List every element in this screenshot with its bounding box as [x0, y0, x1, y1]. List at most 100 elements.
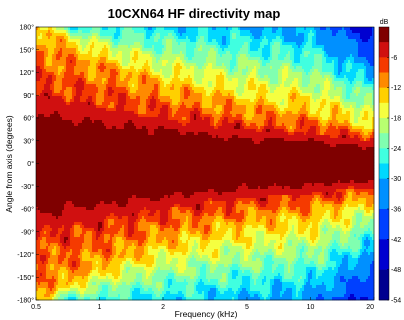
heatmap-cell [48, 240, 50, 243]
heatmap-cell [114, 282, 116, 285]
heatmap-cell [110, 87, 112, 90]
heatmap-cell [78, 258, 80, 261]
heatmap-cell [136, 72, 138, 75]
heatmap-cell [64, 54, 66, 57]
heatmap-cell [84, 294, 86, 297]
heatmap-cell [114, 132, 116, 135]
heatmap-cell [44, 99, 46, 102]
heatmap-cell [96, 99, 98, 102]
heatmap-cell [86, 255, 88, 258]
heatmap-cell [48, 153, 50, 156]
heatmap-cell [86, 84, 88, 87]
heatmap-cell [58, 225, 60, 228]
heatmap-cell [120, 246, 122, 249]
heatmap-cell [116, 36, 118, 39]
heatmap-cell [108, 228, 110, 231]
heatmap-cell [42, 264, 44, 267]
heatmap-cell [50, 105, 52, 108]
heatmap-cell [130, 102, 132, 105]
heatmap-cell [130, 225, 132, 228]
heatmap-cell [130, 264, 132, 267]
heatmap-cell [90, 165, 92, 168]
heatmap-cell [124, 48, 126, 51]
heatmap-cell [70, 132, 72, 135]
heatmap-cell [120, 222, 122, 225]
heatmap-cell [130, 231, 132, 234]
heatmap-cell [88, 216, 90, 219]
heatmap-cell [92, 111, 94, 114]
heatmap-cell [52, 276, 54, 279]
heatmap-cell [46, 66, 48, 69]
heatmap-cell [138, 144, 140, 147]
heatmap-cell [140, 201, 142, 204]
heatmap-cell [134, 285, 136, 288]
heatmap-cell [58, 111, 60, 114]
heatmap-cell [122, 267, 124, 270]
heatmap-cell [68, 237, 70, 240]
heatmap-cell [50, 270, 52, 273]
heatmap-cell [106, 282, 108, 285]
heatmap-cell [124, 147, 126, 150]
heatmap-cell [58, 216, 60, 219]
heatmap-cell [94, 162, 96, 165]
heatmap-cell [96, 60, 98, 63]
heatmap-cell [40, 120, 42, 123]
heatmap-cell [136, 174, 138, 177]
heatmap-cell [70, 225, 72, 228]
heatmap-cell [64, 81, 66, 84]
heatmap-cell [94, 288, 96, 291]
heatmap-cell [102, 279, 104, 282]
heatmap-cell [56, 246, 58, 249]
heatmap-cell [100, 240, 102, 243]
heatmap-cell [56, 282, 58, 285]
heatmap-cell [52, 231, 54, 234]
heatmap-cell [40, 108, 42, 111]
heatmap-cell [46, 210, 48, 213]
heatmap-cell [82, 198, 84, 201]
heatmap-cell [58, 201, 60, 204]
heatmap-cell [94, 105, 96, 108]
heatmap-cell [102, 99, 104, 102]
heatmap-cell [86, 270, 88, 273]
heatmap-cell [86, 240, 88, 243]
heatmap-cell [52, 240, 54, 243]
heatmap-cell [144, 231, 146, 234]
heatmap-cell [46, 177, 48, 180]
heatmap-cell [96, 66, 98, 69]
heatmap-cell [112, 96, 114, 99]
heatmap-cell [56, 186, 58, 189]
heatmap-cell [80, 138, 82, 141]
heatmap-cell [66, 246, 68, 249]
heatmap-cell [138, 249, 140, 252]
heatmap-cell [140, 162, 142, 165]
heatmap-cell [120, 237, 122, 240]
heatmap-cell [116, 183, 118, 186]
heatmap-cell [116, 261, 118, 264]
heatmap-cell [38, 129, 40, 132]
heatmap-cell [92, 96, 94, 99]
heatmap-cell [56, 123, 58, 126]
heatmap-cell [80, 132, 82, 135]
heatmap-cell [114, 45, 116, 48]
heatmap-cell [80, 72, 82, 75]
heatmap-cell [116, 267, 118, 270]
heatmap-cell [62, 135, 64, 138]
heatmap-cell [56, 276, 58, 279]
heatmap-cell [90, 180, 92, 183]
heatmap-cell [74, 81, 76, 84]
heatmap-cell [116, 228, 118, 231]
heatmap-cell [100, 141, 102, 144]
heatmap-cell [138, 216, 140, 219]
heatmap-cell [126, 288, 128, 291]
heatmap-cell [74, 207, 76, 210]
heatmap-cell [122, 129, 124, 132]
heatmap-cell [112, 213, 114, 216]
heatmap-cell [98, 84, 100, 87]
heatmap-cell [38, 186, 40, 189]
heatmap-cell [64, 228, 66, 231]
heatmap-cell [90, 147, 92, 150]
heatmap-cell [54, 228, 56, 231]
heatmap-cell [38, 156, 40, 159]
heatmap-cell [84, 33, 86, 36]
heatmap-cell [128, 135, 130, 138]
